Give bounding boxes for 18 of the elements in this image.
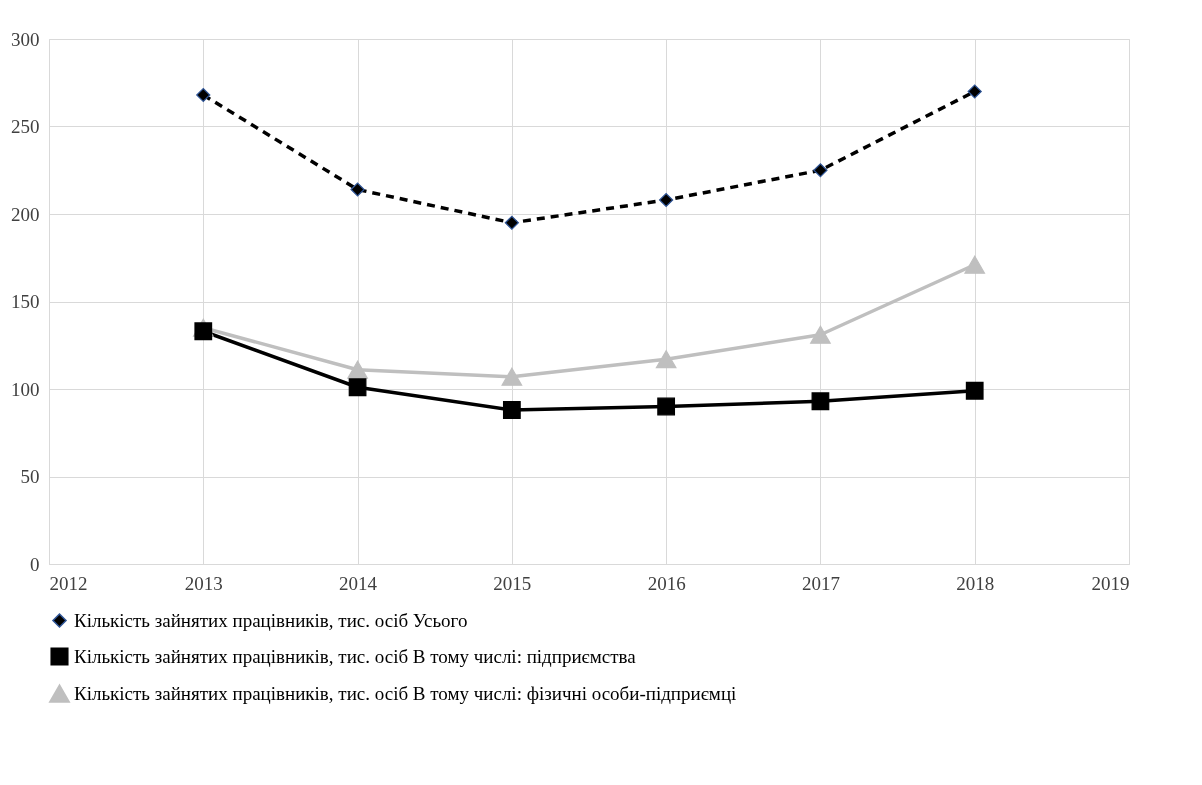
- y-tick-label: 150: [11, 291, 40, 312]
- y-tick-label: 250: [11, 116, 40, 137]
- y-tick-label: 100: [11, 378, 40, 400]
- legend-label: Кількість зайнятих працівників, тис. осіб В тому числі: підприємства: [74, 645, 637, 667]
- x-tick-label: 2013: [184, 572, 223, 594]
- x-tick-label: 2014: [339, 572, 378, 594]
- x-tick-label: 2016: [647, 572, 686, 594]
- x-tick-label: 2018: [956, 572, 995, 594]
- x-tick-label: 2019: [1091, 572, 1130, 594]
- y-tick-label: 200: [11, 203, 40, 225]
- x-tick-label: 2017: [801, 572, 840, 594]
- legend-label: Кількість зайнятих працівників, тис. осіб В тому числі: фізичні особи-підприємці: [74, 682, 737, 704]
- y-tick-label: 0: [30, 553, 40, 575]
- x-tick-label: 2012: [49, 572, 88, 594]
- y-tick-label: 50: [20, 466, 40, 487]
- x-tick-label: 2015: [493, 572, 532, 594]
- legend-label: Кількість зайнятих працівників, тис. осіб Усього: [74, 609, 468, 631]
- y-tick-label: 300: [11, 28, 40, 50]
